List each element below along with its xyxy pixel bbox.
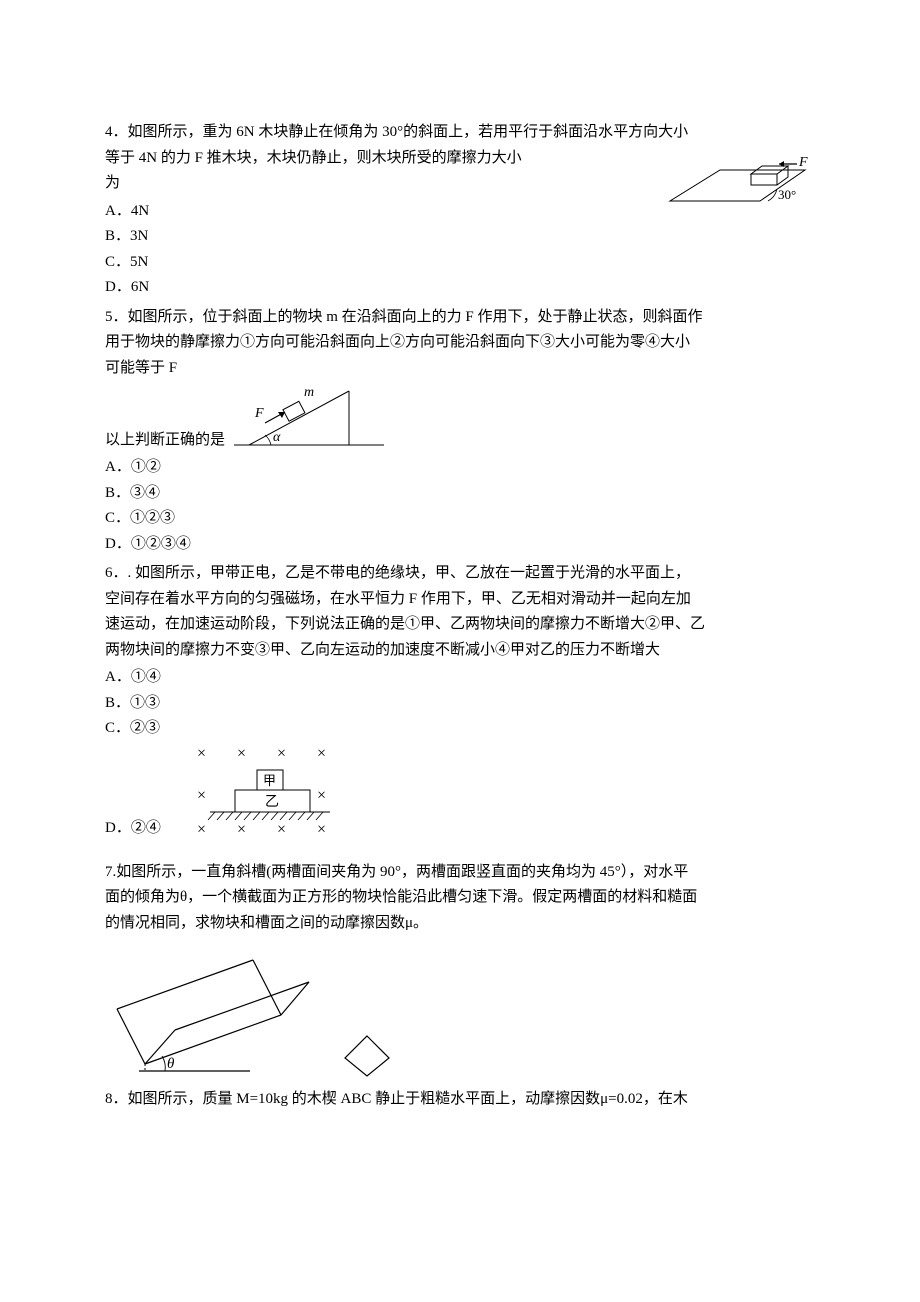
q5-stem: 5．如图所示，位于斜面上的物块 m 在沿斜面向上的力 F 作用下，处于静止状态，… bbox=[105, 305, 815, 382]
q4-option-d: D．6N bbox=[105, 275, 815, 301]
q6-options: A．①④ B．①③ C．②③ D．②④ ×××× ×××× ×××× bbox=[105, 665, 815, 842]
question-5: 5．如图所示，位于斜面上的物块 m 在沿斜面向上的力 F 作用下，处于静止状态，… bbox=[105, 305, 815, 558]
q4-option-b: B．3N bbox=[105, 224, 815, 250]
q6-yi-label: 乙 bbox=[265, 794, 279, 810]
q6-stem-line4: 两物块间的摩擦力不变③甲、乙向左运动的加速度不断减小④甲对乙的压力不断增大 bbox=[105, 642, 660, 658]
question-6: 6．. 如图所示，甲带正电，乙是不带电的绝缘块，甲、乙放在一起置于光滑的水平面上… bbox=[105, 561, 815, 842]
q7-stem-line2: 面的倾角为θ，一个横截面为正方形的物块恰能沿此槽匀速下滑。假定两槽面的材料和糙面 bbox=[105, 889, 697, 905]
svg-text:×: × bbox=[197, 745, 206, 762]
svg-text:×: × bbox=[317, 787, 326, 804]
q5-figure: m F α bbox=[229, 381, 389, 453]
svg-text:×: × bbox=[317, 821, 326, 838]
q7-stem-line1: 7.如图所示，一直角斜槽(两槽面间夹角为 90°，两槽面跟竖直面的夹角均为 45… bbox=[105, 864, 688, 880]
q4-f-label: F bbox=[798, 156, 808, 170]
q5-correct-prefix: 以上判断正确的是 bbox=[105, 428, 225, 454]
question-8: 8．如图所示，质量 M=10kg 的木楔 ABC 静止于粗糙水平面上，动摩擦因数… bbox=[105, 1087, 815, 1113]
q6-figure: ×××× ×××× ×××× bbox=[175, 742, 365, 842]
q7-stem: 7.如图所示，一直角斜槽(两槽面间夹角为 90°，两槽面跟竖直面的夹角均为 45… bbox=[105, 860, 815, 937]
svg-text:×: × bbox=[277, 745, 286, 762]
svg-text:×: × bbox=[317, 745, 326, 762]
q5-option-a: A．①② bbox=[105, 455, 815, 481]
svg-text:×: × bbox=[197, 821, 206, 838]
svg-text:×: × bbox=[237, 821, 246, 838]
q6-stem-line1: 6．. 如图所示，甲带正电，乙是不带电的绝缘块，甲、乙放在一起置于光滑的水平面上… bbox=[105, 565, 690, 581]
q6-stem-line3: 速运动，在加速运动阶段，下列说法正确的是①甲、乙两物块间的摩擦力不断增大②甲、乙 bbox=[105, 616, 705, 632]
question-7: 7.如图所示，一直角斜槽(两槽面间夹角为 90°，两槽面跟竖直面的夹角均为 45… bbox=[105, 860, 815, 1080]
q7-stem-line3: 的情况相同，求物块和槽面之间的动摩擦因数μ。 bbox=[105, 915, 428, 931]
q4-angle-label: 30° bbox=[778, 187, 796, 202]
q6-option-c: C．②③ bbox=[105, 716, 815, 742]
q5-f-label: F bbox=[254, 406, 264, 421]
svg-text:×: × bbox=[237, 745, 246, 762]
q8-stem-line1: 8．如图所示，质量 M=10kg 的木楔 ABC 静止于粗糙水平面上，动摩擦因数… bbox=[105, 1091, 688, 1107]
q4-stem-line1: 4．如图所示，重为 6N 木块静止在倾角为 30°的斜面上，若用平行于斜面沿水平… bbox=[105, 124, 688, 140]
q5-option-b: B．③④ bbox=[105, 481, 815, 507]
q5-alpha-label: α bbox=[273, 430, 281, 445]
svg-text:×: × bbox=[197, 787, 206, 804]
q5-m-label: m bbox=[304, 385, 314, 400]
q5-prefix-row: 以上判断正确的是 m F α bbox=[105, 381, 815, 453]
q6-option-b: B．①③ bbox=[105, 691, 815, 717]
q5-stem-line3: 可能等于 F bbox=[105, 360, 177, 376]
q6-stem-line2: 空间存在着水平方向的匀强磁场，在水平恒力 F 作用下，甲、乙无相对滑动并一起向左… bbox=[105, 591, 691, 607]
q7-figure: θ bbox=[105, 954, 815, 1079]
q4-stem-line3: 为 bbox=[105, 175, 120, 191]
q4-figure: F 30° bbox=[665, 156, 815, 212]
svg-text:×: × bbox=[277, 821, 286, 838]
q5-stem-line2: 用于物块的静摩擦力①方向可能沿斜面向上②方向可能沿斜面向下③大小可能为零④大小 bbox=[105, 334, 690, 350]
q4-options: A．4N B．3N C．5N D．6N bbox=[105, 199, 815, 301]
q5-options: A．①② B．③④ C．①②③ D．①②③④ bbox=[105, 455, 815, 557]
q7-theta-label: θ bbox=[167, 1056, 175, 1072]
q4-option-c: C．5N bbox=[105, 250, 815, 276]
q4-stem-line2: 等于 4N 的力 F 推木块，木块仍静止，则木块所受的摩擦力大小 bbox=[105, 150, 522, 166]
q5-option-c: C．①②③ bbox=[105, 506, 815, 532]
q8-stem: 8．如图所示，质量 M=10kg 的木楔 ABC 静止于粗糙水平面上，动摩擦因数… bbox=[105, 1087, 815, 1113]
q6-option-d: D．②④ bbox=[105, 816, 175, 842]
q6-option-a: A．①④ bbox=[105, 665, 815, 691]
question-4: 4．如图所示，重为 6N 木块静止在倾角为 30°的斜面上，若用平行于斜面沿水平… bbox=[105, 120, 815, 301]
q6-stem: 6．. 如图所示，甲带正电，乙是不带电的绝缘块，甲、乙放在一起置于光滑的水平面上… bbox=[105, 561, 815, 663]
q5-stem-line1: 5．如图所示，位于斜面上的物块 m 在沿斜面向上的力 F 作用下，处于静止状态，… bbox=[105, 309, 703, 325]
q6-jia-label: 甲 bbox=[263, 773, 276, 788]
q5-option-d: D．①②③④ bbox=[105, 532, 815, 558]
